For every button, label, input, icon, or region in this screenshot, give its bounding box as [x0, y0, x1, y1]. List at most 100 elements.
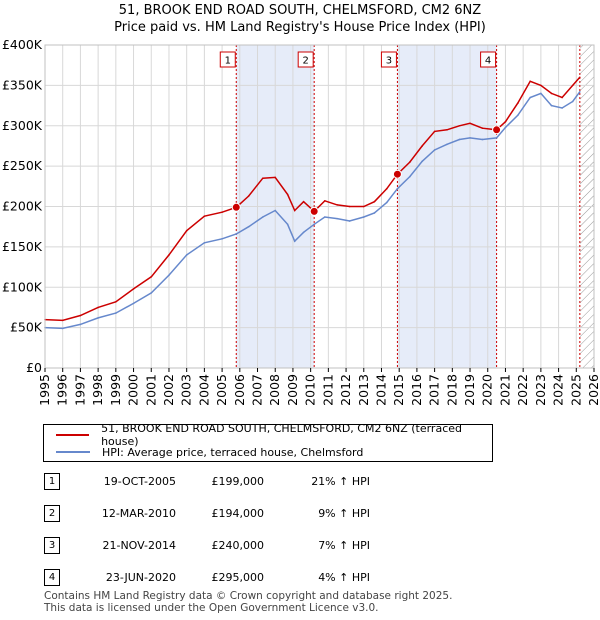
x-tick-label: 2003 [179, 374, 194, 406]
property-data-point [571, 84, 574, 87]
hpi-data-point [481, 138, 484, 141]
y-tick-label: £300K [2, 118, 43, 133]
property-data-point [362, 205, 365, 208]
x-tick-label: 2017 [427, 374, 442, 406]
hpi-data-point [469, 137, 471, 139]
hpi-data-point [274, 209, 277, 212]
hpi-data-point [336, 217, 339, 220]
property-data-point [421, 145, 424, 147]
property-data-point [433, 130, 436, 133]
hpi-data-point [446, 143, 448, 146]
sale-price: £240,000 [211, 539, 265, 552]
legend-swatch-property [56, 434, 90, 436]
property-data-point [115, 300, 117, 303]
hpi-data-point [115, 312, 117, 314]
property-data-point [203, 215, 206, 217]
sale-price: £295,000 [211, 571, 265, 584]
property-data-point [561, 96, 563, 99]
sale-hpi-change: 7% ↑ HPI [318, 539, 370, 552]
property-data-point [150, 275, 153, 278]
property-data-point [348, 205, 351, 208]
property-data-point [168, 254, 170, 256]
x-tick-label: 2013 [356, 374, 371, 406]
hpi-data-point [185, 254, 188, 256]
legend-item-property: 51, BROOK END ROAD SOUTH, CHELMSFORD, CM… [56, 422, 492, 448]
x-tick-label: 2023 [533, 374, 548, 406]
plot-frame [44, 44, 595, 369]
x-tick-label: 2015 [391, 374, 406, 406]
sale-number: 2 [44, 505, 60, 522]
property-data-point [385, 187, 388, 190]
x-tick-label: 2006 [232, 374, 247, 406]
sale-point [309, 206, 319, 216]
hpi-data-point [61, 327, 64, 330]
hpi-data-point [168, 274, 170, 276]
sale-row: 3 21-NOV-2014 £240,000 7% ↑ HPI [44, 537, 444, 557]
x-tick-label: 2018 [444, 374, 459, 406]
sale-point [231, 202, 241, 212]
x-tick-label: 1996 [55, 374, 70, 406]
x-tick-label: 2019 [462, 374, 477, 406]
hpi-data-point [348, 220, 351, 222]
sale-hpi-change: 4% ↑ HPI [318, 571, 370, 584]
x-tick-label: 1998 [90, 374, 105, 406]
x-tick-label: 1997 [72, 374, 87, 406]
hpi-data-point [286, 223, 289, 226]
y-tick-label: £100K [2, 279, 43, 294]
sale-price: £199,000 [211, 475, 265, 488]
hpi-data-point [373, 212, 376, 214]
property-data-point [579, 76, 581, 79]
property-data-point [97, 306, 99, 309]
property-data-point [247, 195, 250, 197]
property-data-point [409, 161, 411, 163]
x-tick-label: 2001 [143, 374, 158, 406]
hpi-data-point [203, 242, 206, 244]
y-tick-label: £350K [2, 77, 43, 92]
y-tick-label: £50K [10, 320, 43, 335]
sale-price: £194,000 [211, 507, 265, 520]
hpi-data-point [221, 238, 223, 240]
sale-date: 23-JUN-2020 [105, 571, 176, 584]
sale-hpi-change: 9% ↑ HPI [318, 507, 370, 520]
hpi-data-point [540, 92, 542, 95]
y-tick-label: £150K [2, 239, 43, 254]
y-tick-label: £0 [26, 360, 42, 375]
x-tick-label: 2000 [126, 374, 141, 406]
attribution-line-2: This data is licensed under the Open Gov… [44, 602, 379, 614]
hpi-data-point [529, 96, 532, 99]
x-tick-label: 2026 [586, 374, 600, 406]
sale-label-box [480, 51, 497, 68]
hpi-data-point [517, 114, 519, 117]
property-data-point [286, 193, 289, 196]
legend-label-hpi: HPI: Average price, terraced house, Chel… [102, 445, 364, 459]
hpi-data-point [362, 216, 365, 218]
hpi-data-point [132, 302, 135, 305]
hpi-data-point [550, 104, 553, 107]
chart-title: 51, BROOK END ROAD SOUTH, CHELMSFORD, CM… [118, 3, 482, 18]
y-tick-label: £250K [2, 158, 43, 173]
hpi-data-point [433, 149, 436, 151]
hpi-data-point [458, 138, 461, 141]
hpi-data-point [385, 201, 388, 204]
property-data-point [469, 122, 471, 125]
chart-subtitle: Price paid vs. HM Land Registry's House … [114, 20, 486, 35]
property-data-point [262, 177, 264, 180]
sale-label-number: 4 [485, 56, 491, 67]
attribution-footer: Contains HM Land Registry data © Crown c… [44, 590, 452, 614]
sale-label-number: 1 [225, 56, 231, 67]
x-tick-label: 2016 [409, 374, 424, 406]
hpi-data-point [313, 223, 315, 226]
property-data-point [61, 319, 64, 322]
property-data-point [132, 288, 135, 290]
property-data-point [504, 120, 507, 123]
hpi-data-point [150, 292, 153, 294]
y-tick-label: £200K [2, 199, 43, 214]
property-data-point [79, 314, 82, 317]
sale-number: 3 [44, 537, 60, 554]
attribution-line-1: Contains HM Land Registry data © Crown c… [44, 590, 453, 602]
hpi-data-point [324, 216, 326, 218]
x-tick-label: 2021 [497, 374, 512, 406]
property-data-point [185, 229, 188, 232]
hpi-data-point [262, 216, 264, 218]
hpi-data-point [495, 137, 498, 139]
